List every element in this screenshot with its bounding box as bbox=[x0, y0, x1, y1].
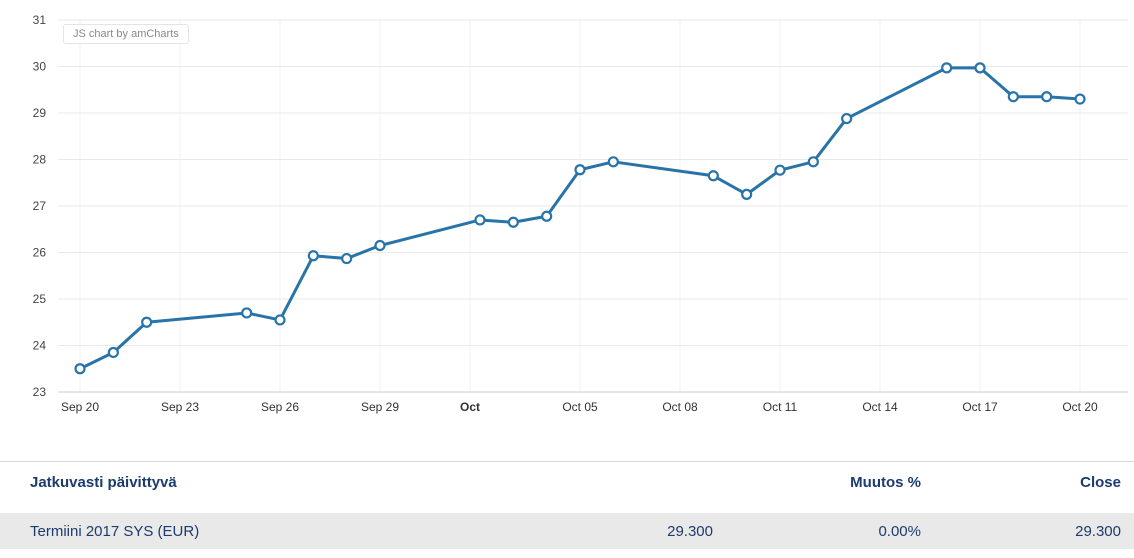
data-point[interactable] bbox=[507, 216, 519, 228]
chart-canvas: 23 24 25 26 27 28 29 30 31 Sep 20 Sep 23 Sep 26 Sep … bbox=[33, 13, 1128, 414]
x-axis-tick-label: Sep 20 bbox=[61, 400, 99, 414]
data-point[interactable] bbox=[974, 62, 986, 74]
instrument-name[interactable]: Termiini 2017 SYS (EUR) bbox=[30, 522, 200, 540]
instrument-change-pct: 0.00% bbox=[878, 522, 921, 540]
data-point[interactable] bbox=[941, 62, 953, 74]
data-point[interactable] bbox=[607, 156, 619, 168]
x-axis-tick-label: Oct 20 bbox=[1062, 400, 1098, 414]
data-point[interactable] bbox=[541, 210, 553, 222]
data-point[interactable] bbox=[274, 314, 286, 326]
column-header-instrument: Jatkuvasti päivittyvä bbox=[30, 474, 177, 491]
x-axis-tick-label: Oct 08 bbox=[662, 400, 698, 414]
data-point[interactable] bbox=[1041, 91, 1053, 103]
y-axis-tick-label: 31 bbox=[33, 13, 47, 27]
y-axis-tick-label: 28 bbox=[33, 153, 47, 167]
x-axis-tick-label: Sep 23 bbox=[161, 400, 199, 414]
data-point[interactable] bbox=[841, 112, 853, 125]
instrument-close: 29.300 bbox=[1075, 522, 1121, 540]
x-axis-tick-label: Oct 14 bbox=[862, 400, 898, 414]
y-axis-tick-label: 27 bbox=[33, 199, 47, 213]
x-axis-tick-label: Sep 29 bbox=[361, 400, 399, 414]
y-axis-tick-label: 29 bbox=[33, 106, 47, 120]
x-axis-tick-label: Sep 26 bbox=[261, 400, 299, 414]
x-axis-tick-label: Oct 17 bbox=[962, 400, 998, 414]
data-point[interactable] bbox=[474, 214, 486, 226]
quotes-table: Jatkuvasti päivittyvä Muutos % Close Ter… bbox=[0, 461, 1134, 549]
data-point[interactable] bbox=[774, 164, 786, 176]
data-point[interactable] bbox=[1007, 91, 1019, 103]
data-point[interactable] bbox=[307, 250, 319, 262]
data-point[interactable] bbox=[741, 188, 753, 200]
x-axis-tick-label: Oct bbox=[460, 400, 480, 414]
x-axis-tick-label: Oct 11 bbox=[763, 400, 798, 414]
data-point[interactable] bbox=[807, 156, 819, 168]
column-header-change-pct: Muutos % bbox=[850, 474, 921, 491]
y-axis-tick-label: 26 bbox=[33, 246, 47, 260]
data-point[interactable] bbox=[74, 363, 86, 375]
data-point[interactable] bbox=[341, 252, 353, 265]
y-axis-tick-label: 23 bbox=[33, 385, 47, 399]
data-point[interactable] bbox=[374, 239, 386, 252]
x-axis-tick-label: Oct 05 bbox=[562, 400, 598, 414]
amcharts-watermark-link[interactable]: JS chart by amCharts bbox=[63, 24, 189, 44]
data-point[interactable] bbox=[1074, 93, 1086, 105]
price-chart: JS chart by amCharts 23 24 25 26 27 28 29 30 31 S… bbox=[33, 13, 1128, 414]
table-row[interactable]: Termiini 2017 SYS (EUR) 29.300 0.00% 29.… bbox=[0, 513, 1134, 549]
data-point[interactable] bbox=[707, 170, 719, 182]
y-axis-tick-label: 25 bbox=[33, 292, 47, 306]
table-header-row: Jatkuvasti päivittyvä Muutos % Close bbox=[0, 461, 1134, 503]
data-point[interactable] bbox=[141, 316, 153, 328]
instrument-value: 29.300 bbox=[667, 522, 713, 540]
data-point[interactable] bbox=[107, 346, 119, 359]
y-axis-tick-label: 30 bbox=[33, 60, 47, 74]
data-point[interactable] bbox=[574, 164, 586, 176]
y-axis-tick-label: 24 bbox=[33, 339, 47, 353]
data-point[interactable] bbox=[241, 307, 253, 319]
column-header-close: Close bbox=[1080, 474, 1121, 491]
